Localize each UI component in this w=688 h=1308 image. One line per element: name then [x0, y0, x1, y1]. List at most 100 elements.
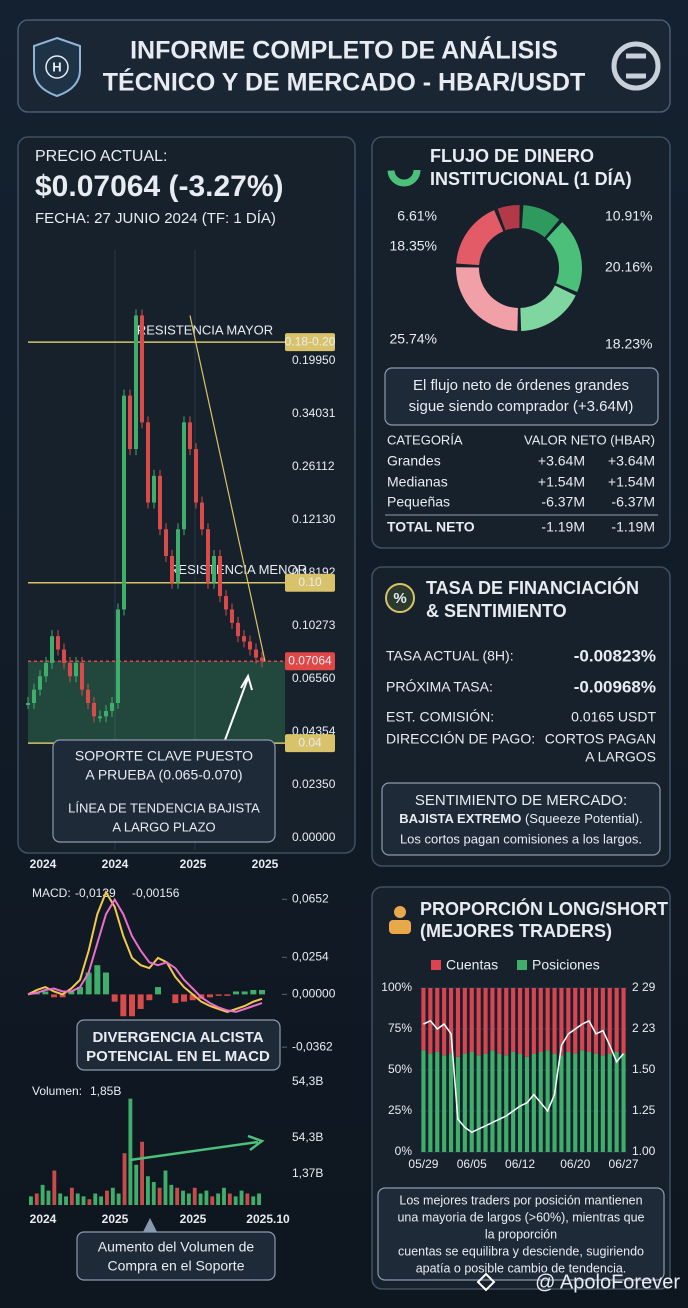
volume-bar: [69, 1187, 74, 1205]
y-axis-label: 1,37B: [292, 1166, 323, 1180]
volume-bar: [46, 1190, 51, 1205]
y-axis-label: 54,3B: [292, 1074, 323, 1088]
bar-segment: [621, 988, 626, 1054]
y-axis-label: 0.06560: [292, 671, 336, 685]
level-label: 0.04: [298, 735, 322, 749]
donut-slice: [456, 210, 504, 266]
x-axis-label: 2024: [102, 857, 129, 871]
histogram-bar: [120, 994, 127, 1017]
y-tick-label: 0,0254: [292, 950, 329, 964]
title: INFORME COMPLETO DE ANÁLISIS: [130, 36, 558, 65]
candle: [116, 609, 120, 703]
legend-entry: -0,0139: [75, 886, 116, 900]
x-axis-label: 2025: [102, 1212, 129, 1226]
panel-title: (MEJORES TRADERS): [420, 921, 612, 941]
candle: [206, 529, 210, 583]
volume-label: Volumen:: [32, 1084, 82, 1098]
volume-bar: [157, 1187, 162, 1205]
bar-segment: [517, 1053, 523, 1152]
table-cell: Grandes: [387, 453, 441, 469]
row-value: -0.00823%: [574, 646, 656, 665]
x-axis-label: 2025: [252, 857, 279, 871]
candle: [80, 662, 84, 690]
volume-bar: [81, 1196, 86, 1205]
candle: [152, 475, 156, 503]
candle: [248, 641, 252, 650]
annotation-box: [76, 1019, 281, 1071]
table-cell: +1.54M: [538, 474, 585, 490]
table-header: CATEGORÍA: [387, 432, 463, 447]
bar-segment: [559, 1055, 564, 1152]
donut-slice: [521, 205, 560, 238]
volume-bar: [233, 1196, 238, 1205]
bar-segment: [524, 1056, 530, 1152]
y2-axis-label: 2 23: [632, 1021, 656, 1035]
bar-segment: [497, 1053, 502, 1152]
table-header: VALOR NETO (HBAR): [524, 432, 655, 447]
bar-segment: [442, 988, 447, 1056]
volume-bar: [222, 1187, 226, 1205]
panel-title: TASA DE FINANCIACIÓN: [426, 577, 639, 598]
histogram-bar: [172, 994, 179, 1004]
x-axis-label: 2025: [180, 1212, 207, 1226]
candle: [74, 662, 78, 677]
candle: [200, 502, 204, 530]
bar-segment: [614, 1051, 619, 1152]
volume-bar: [181, 1190, 185, 1205]
table-cell: +3.64M: [538, 453, 585, 469]
trendline: [189, 315, 266, 662]
candle: [128, 395, 132, 450]
volume-bar: [245, 1193, 250, 1205]
shield-icon: [33, 36, 81, 98]
sentiment-box: [381, 782, 661, 856]
x-tick-label: 06/05: [457, 1157, 487, 1171]
level-label: 0.07064: [288, 653, 332, 667]
bar-segment: [573, 1053, 578, 1152]
title: TÉCNICO Y DE MERCADO - HBAR/USDT: [103, 68, 585, 97]
annotation: DIVERGENCIA ALCISTA: [92, 1029, 263, 1046]
table-cell: -1.19M: [541, 519, 585, 535]
note-box: [384, 367, 659, 426]
row-value: CORTOS PAGAN: [545, 731, 656, 747]
level-label: 0.18-0.20: [285, 334, 336, 348]
x-tick-label: 06/20: [560, 1157, 590, 1171]
bar-segment: [566, 1051, 571, 1152]
table-cell: TOTAL NETO: [387, 519, 475, 535]
slice-label: 10.91%: [605, 208, 652, 224]
legend-swatch: [517, 960, 527, 970]
volume-bar: [110, 1187, 115, 1205]
y-axis-label: 0.19950: [292, 353, 336, 367]
histogram-bar: [146, 994, 153, 1001]
candle: [170, 556, 174, 583]
bar-segment: [469, 1051, 474, 1152]
bar-segment: [483, 1053, 488, 1152]
volume-bar: [128, 1098, 133, 1205]
volume-bar: [257, 1193, 261, 1205]
bar-segment: [428, 1053, 433, 1152]
pointer: [143, 1218, 157, 1232]
volume-bar: [227, 1193, 232, 1205]
histogram-bar: [250, 990, 257, 995]
annotation: LÍNEA DE TENDENCIA BAJISTA: [68, 800, 260, 815]
donut-slice: [546, 222, 583, 293]
row-value: -0.00968%: [574, 677, 656, 696]
level-box: [285, 573, 335, 592]
bar-segment: [435, 988, 440, 1052]
histogram-bar: [85, 972, 92, 995]
table-cell: +3.64M: [608, 453, 655, 469]
bar-segment: [455, 1056, 461, 1152]
bar-segment: [448, 1053, 454, 1152]
row-label: TASA ACTUAL (8H):: [386, 648, 514, 664]
candle: [86, 689, 90, 703]
volume-bar: [105, 1190, 109, 1205]
volume-bar: [34, 1193, 39, 1205]
candle: [188, 422, 192, 450]
volume-bar: [239, 1190, 244, 1205]
arrow: [224, 673, 253, 741]
x-tick-label: 05/29: [408, 1157, 438, 1171]
candle: [260, 657, 264, 662]
y2-axis-label: 1.50: [632, 1062, 656, 1076]
candle: [242, 636, 246, 642]
table-cell: -6.37M: [611, 494, 655, 510]
slice-label: 25.74%: [390, 331, 437, 347]
